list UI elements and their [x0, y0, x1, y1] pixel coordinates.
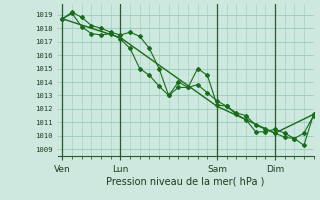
X-axis label: Pression niveau de la mer( hPa ): Pression niveau de la mer( hPa ) [107, 177, 265, 187]
